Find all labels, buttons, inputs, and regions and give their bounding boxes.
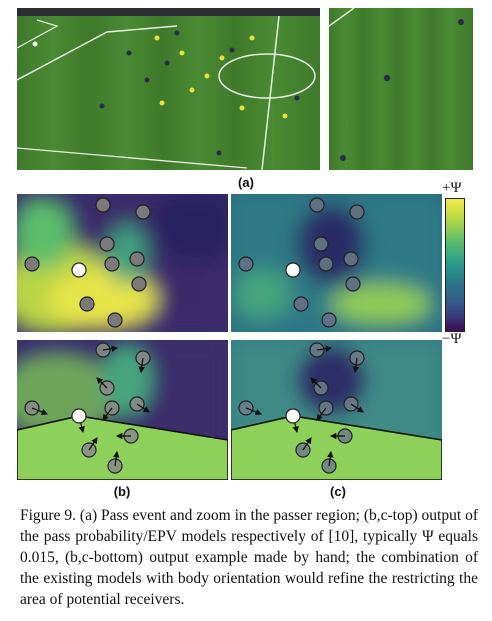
pass-event-photo [17, 8, 320, 170]
panel-label-c: (c) [320, 484, 356, 499]
hand-example-c-field [231, 340, 442, 480]
zoom-markings [329, 8, 473, 170]
colorbar-bottom-label: −Ψ [442, 331, 462, 348]
pitch-markings [17, 8, 320, 170]
panel-label-b: (b) [104, 484, 140, 499]
figure-caption: Figure 9. (a) Pass event and zoom in the… [20, 505, 478, 610]
panel-label-a: (a) [228, 175, 264, 190]
hand-made-example-b [17, 340, 228, 480]
passer-zoom-photo [329, 8, 473, 170]
epv-map [231, 194, 442, 332]
colorbar-top-label: +Ψ [442, 180, 462, 197]
colorbar [445, 198, 465, 332]
pass-probability-map [17, 194, 228, 332]
pass-probability-field [17, 194, 228, 332]
hand-example-b-field [17, 340, 228, 480]
epv-field [231, 194, 442, 332]
hand-made-example-c [231, 340, 442, 480]
